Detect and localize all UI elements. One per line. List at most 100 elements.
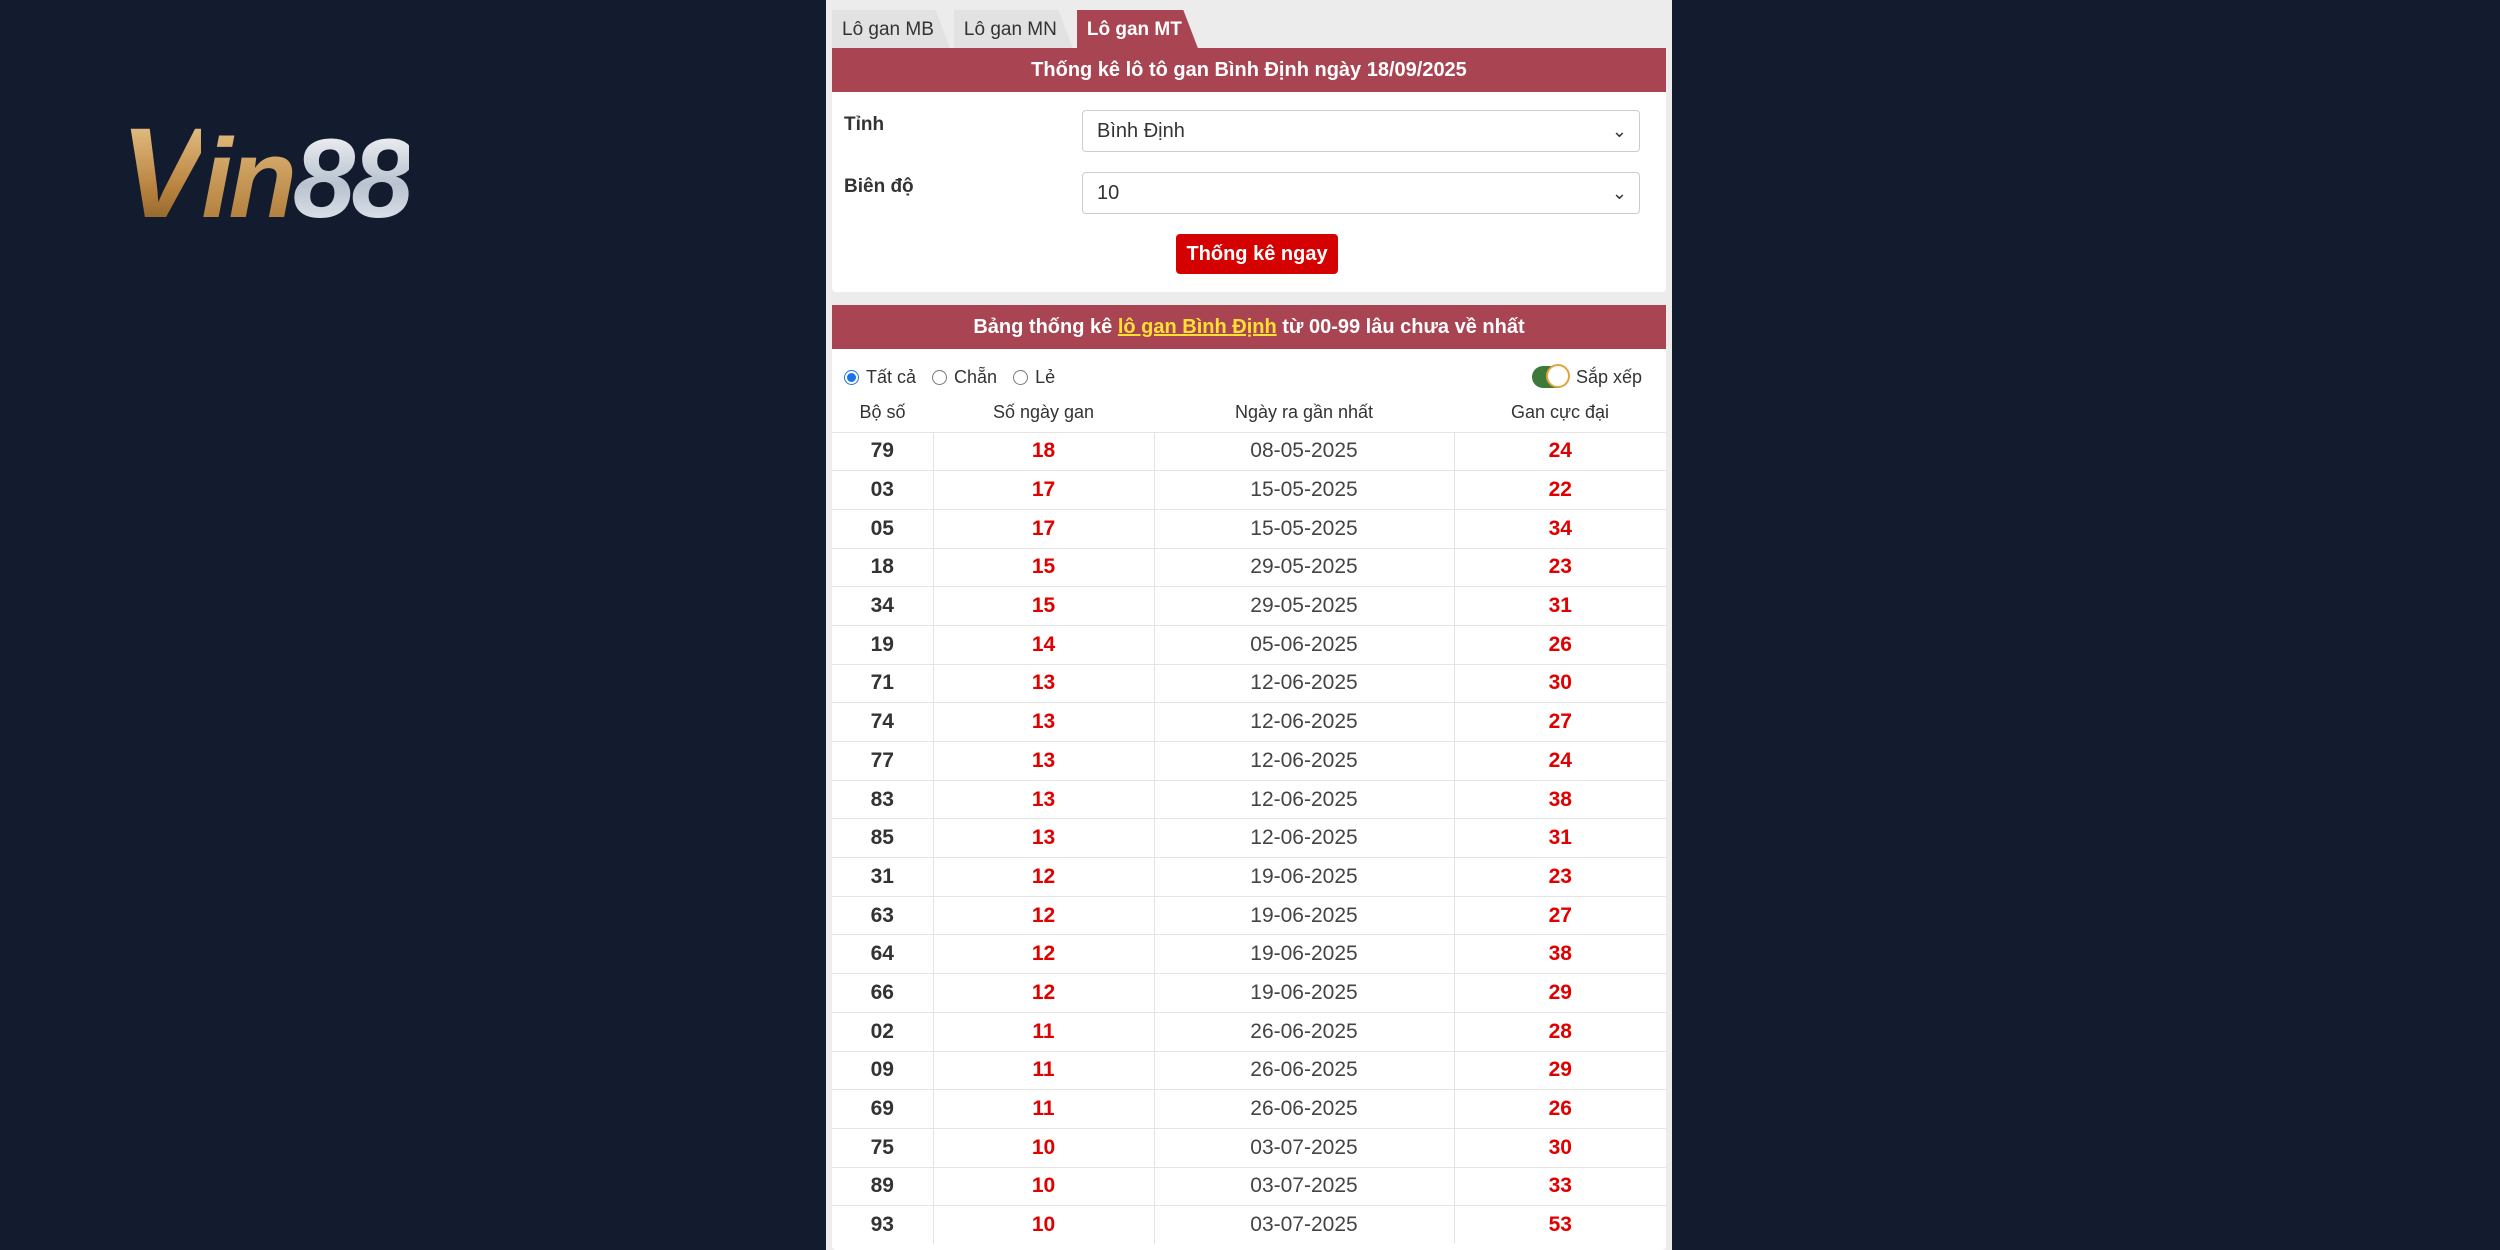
filter-odd[interactable]: Lẻ bbox=[1013, 367, 1055, 388]
number-cell: 71 bbox=[832, 663, 933, 703]
number-cell: 18 bbox=[832, 547, 933, 587]
radio-icon[interactable] bbox=[1013, 369, 1029, 385]
max-gan-cell: 26 bbox=[1453, 1089, 1666, 1129]
last-date-cell: 12-06-2025 bbox=[1153, 663, 1454, 703]
max-gan-cell: 38 bbox=[1453, 934, 1666, 974]
col-bo-so: Bộ số bbox=[832, 394, 933, 433]
filter-even[interactable]: Chẵn bbox=[932, 367, 997, 388]
table-row: 83 13 12-06-2025 38 bbox=[832, 779, 1666, 819]
table-row: 63 12 19-06-2025 27 bbox=[832, 895, 1666, 935]
parity-filter: Tất cả Chẵn Lẻ bbox=[844, 359, 1055, 395]
table-row: 89 10 03-07-2025 33 bbox=[832, 1166, 1666, 1206]
max-gan-cell: 29 bbox=[1453, 973, 1666, 1013]
table-row: 66 12 19-06-2025 29 bbox=[832, 973, 1666, 1013]
days-gan-cell: 10 bbox=[932, 1127, 1154, 1168]
number-cell: 83 bbox=[832, 779, 933, 819]
table-row: 79 18 08-05-2025 24 bbox=[832, 431, 1666, 471]
number-cell: 03 bbox=[832, 470, 933, 510]
filter-all[interactable]: Tất cả bbox=[844, 367, 916, 388]
days-gan-cell: 13 bbox=[932, 663, 1154, 703]
chevron-down-icon: ⌄ bbox=[1611, 121, 1627, 141]
number-cell: 79 bbox=[832, 431, 933, 471]
days-gan-cell: 13 bbox=[932, 818, 1154, 858]
days-gan-cell: 14 bbox=[932, 624, 1154, 665]
days-gan-cell: 12 bbox=[932, 934, 1154, 974]
last-date-cell: 03-07-2025 bbox=[1153, 1205, 1454, 1245]
last-date-cell: 12-06-2025 bbox=[1153, 741, 1454, 781]
last-date-cell: 12-06-2025 bbox=[1153, 779, 1454, 819]
table-row: 02 11 26-06-2025 28 bbox=[832, 1011, 1666, 1051]
province-value: Bình Định bbox=[1097, 120, 1185, 142]
last-date-cell: 05-06-2025 bbox=[1153, 624, 1454, 665]
vin88-logo: Vin88 bbox=[120, 102, 413, 245]
days-gan-cell: 11 bbox=[932, 1050, 1154, 1090]
max-gan-cell: 34 bbox=[1453, 508, 1666, 549]
number-cell: 85 bbox=[832, 818, 933, 858]
sort-label: Sắp xếp bbox=[1575, 366, 1642, 387]
days-gan-cell: 11 bbox=[932, 1089, 1154, 1129]
max-gan-cell: 53 bbox=[1453, 1205, 1666, 1245]
number-cell: 63 bbox=[832, 895, 933, 935]
days-gan-cell: 10 bbox=[932, 1205, 1154, 1245]
number-cell: 34 bbox=[832, 586, 933, 626]
days-gan-cell: 15 bbox=[932, 547, 1154, 587]
days-gan-cell: 11 bbox=[932, 1011, 1154, 1051]
radio-icon[interactable] bbox=[932, 369, 948, 385]
last-date-cell: 15-05-2025 bbox=[1153, 508, 1454, 549]
last-date-cell: 03-07-2025 bbox=[1153, 1127, 1454, 1168]
last-date-cell: 15-05-2025 bbox=[1153, 470, 1454, 510]
table-row: 03 17 15-05-2025 22 bbox=[832, 470, 1666, 510]
last-date-cell: 19-06-2025 bbox=[1153, 973, 1454, 1013]
last-date-cell: 08-05-2025 bbox=[1153, 431, 1454, 471]
province-label: Tỉnh bbox=[844, 114, 885, 135]
range-select[interactable]: 10 ⌄ bbox=[1082, 172, 1640, 214]
last-date-cell: 03-07-2025 bbox=[1153, 1166, 1454, 1206]
table-row: 75 10 03-07-2025 30 bbox=[832, 1127, 1666, 1168]
table-row: 71 13 12-06-2025 30 bbox=[832, 663, 1666, 703]
days-gan-cell: 10 bbox=[932, 1166, 1154, 1206]
days-gan-cell: 17 bbox=[932, 508, 1154, 549]
days-gan-cell: 12 bbox=[932, 857, 1154, 897]
days-gan-cell: 18 bbox=[932, 431, 1154, 471]
tab-lo-gan-mt[interactable]: Lô gan MT bbox=[1076, 10, 1198, 48]
last-date-cell: 12-06-2025 bbox=[1153, 818, 1454, 858]
last-date-cell: 26-06-2025 bbox=[1153, 1050, 1454, 1090]
tab-lo-gan-mn[interactable]: Lô gan MN bbox=[953, 10, 1073, 48]
max-gan-cell: 27 bbox=[1453, 895, 1666, 935]
filter-label: Lẻ bbox=[1035, 366, 1056, 387]
last-date-cell: 29-05-2025 bbox=[1153, 586, 1454, 626]
submit-button[interactable]: Thống kê ngay bbox=[1176, 234, 1338, 274]
last-date-cell: 26-06-2025 bbox=[1153, 1089, 1454, 1129]
table-row: 74 13 12-06-2025 27 bbox=[832, 702, 1666, 742]
province-select[interactable]: Bình Định ⌄ bbox=[1082, 110, 1640, 152]
max-gan-cell: 23 bbox=[1453, 547, 1666, 587]
max-gan-cell: 28 bbox=[1453, 1011, 1666, 1051]
number-cell: 93 bbox=[832, 1205, 933, 1245]
max-gan-cell: 30 bbox=[1453, 1127, 1666, 1168]
sort-toggle[interactable] bbox=[1531, 364, 1570, 388]
title-link[interactable]: lô gan Bình Định bbox=[1117, 316, 1277, 338]
max-gan-cell: 24 bbox=[1453, 431, 1666, 471]
tab-lo-gan-mb[interactable]: Lô gan MB bbox=[832, 10, 950, 48]
range-label: Biên độ bbox=[844, 176, 914, 197]
table-row: 34 15 29-05-2025 31 bbox=[832, 586, 1666, 626]
title-prefix: Bảng thống kê bbox=[973, 316, 1118, 338]
last-date-cell: 19-06-2025 bbox=[1153, 895, 1454, 935]
filter-label: Chẵn bbox=[954, 366, 998, 387]
number-cell: 05 bbox=[832, 508, 933, 549]
table-row: 77 13 12-06-2025 24 bbox=[832, 741, 1666, 781]
range-value: 10 bbox=[1097, 182, 1120, 204]
table-title: Bảng thống kê lô gan Bình Định từ 00-99 … bbox=[832, 305, 1666, 349]
max-gan-cell: 26 bbox=[1453, 624, 1666, 665]
table-row: 05 17 15-05-2025 34 bbox=[832, 508, 1666, 549]
max-gan-cell: 30 bbox=[1453, 663, 1666, 703]
days-gan-cell: 12 bbox=[932, 973, 1154, 1013]
last-date-cell: 26-06-2025 bbox=[1153, 1011, 1454, 1051]
last-date-cell: 19-06-2025 bbox=[1153, 857, 1454, 897]
table-row: 19 14 05-06-2025 26 bbox=[832, 624, 1666, 665]
region-tabs: Lô gan MB Lô gan MN Lô gan MT bbox=[832, 10, 1198, 48]
filter-form: Thống kê lô tô gan Bình Định ngày 18/09/… bbox=[832, 48, 1666, 292]
number-cell: 02 bbox=[832, 1011, 933, 1051]
radio-checked-icon[interactable] bbox=[844, 369, 859, 385]
lo-gan-widget: Lô gan MB Lô gan MN Lô gan MT Thống kê l… bbox=[826, 0, 1672, 1250]
